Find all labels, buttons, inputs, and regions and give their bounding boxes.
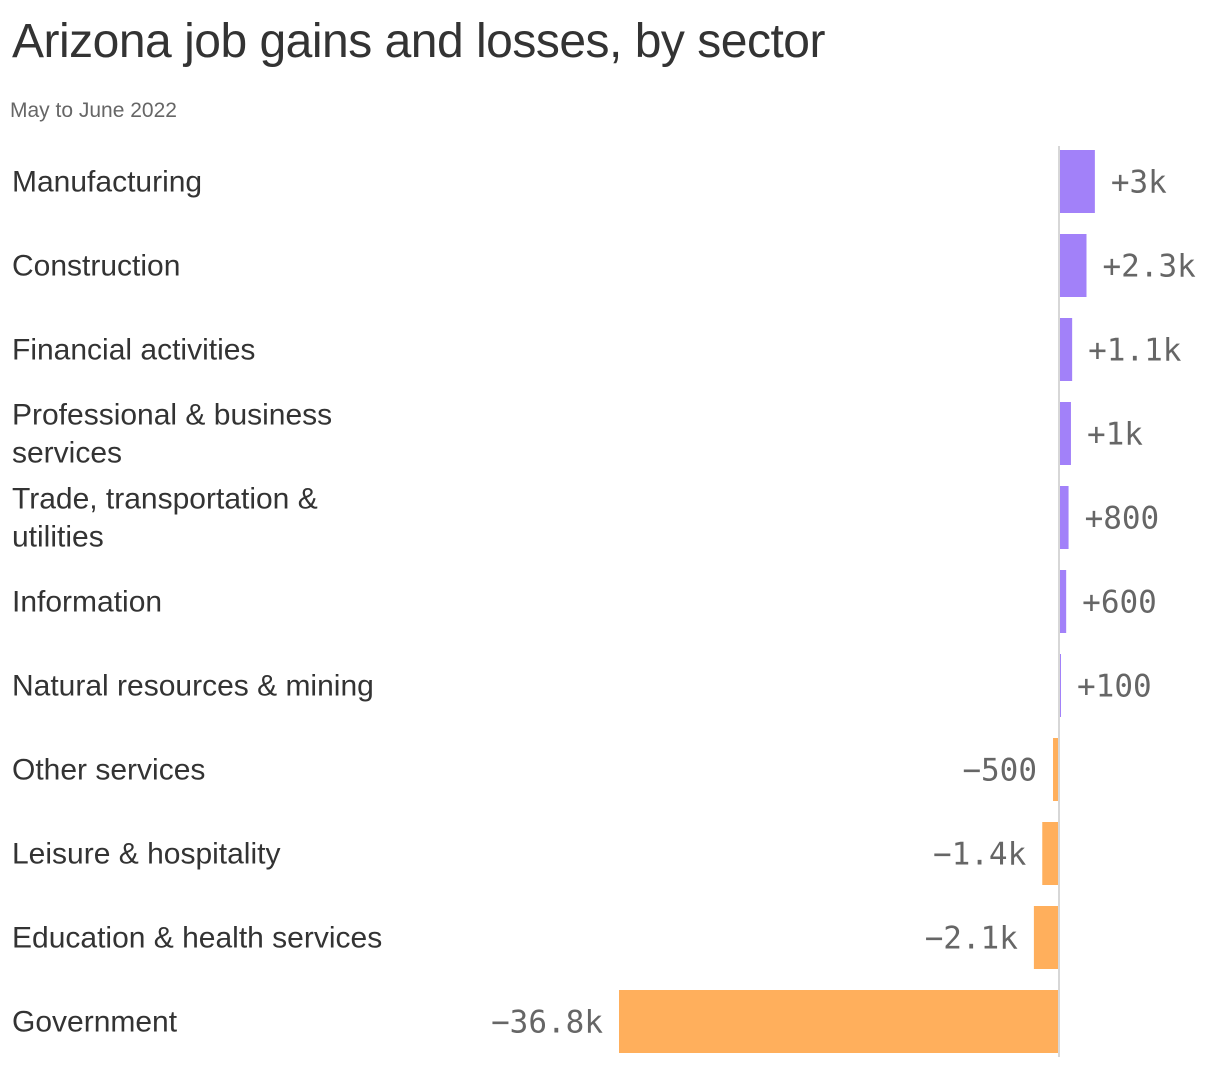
value-label: −1.4k bbox=[933, 837, 1027, 873]
category-label: Leisure & hospitality bbox=[12, 838, 280, 871]
category-label: Government bbox=[12, 1006, 178, 1039]
bar bbox=[1033, 906, 1059, 969]
bar bbox=[1059, 150, 1095, 213]
category-label: Construction bbox=[12, 250, 180, 283]
value-label: +3k bbox=[1111, 165, 1167, 201]
category-label: Financial activities bbox=[12, 334, 255, 367]
bar bbox=[1042, 822, 1059, 885]
value-label: +2.3k bbox=[1103, 249, 1197, 285]
bar bbox=[1059, 402, 1071, 465]
value-label: +800 bbox=[1085, 501, 1160, 537]
bar bbox=[1059, 318, 1073, 381]
bar bbox=[1059, 486, 1069, 549]
category-label: Trade, transportation & utilities bbox=[12, 483, 318, 554]
category-label: Professional & business services bbox=[12, 399, 332, 470]
value-label: −2.1k bbox=[925, 921, 1019, 957]
category-label: Education & health services bbox=[12, 922, 382, 955]
value-label: +1.1k bbox=[1088, 333, 1182, 369]
bar bbox=[619, 990, 1059, 1053]
value-label: +600 bbox=[1082, 585, 1157, 621]
value-label: −500 bbox=[962, 753, 1037, 789]
value-label: −36.8k bbox=[491, 1005, 603, 1041]
bar bbox=[1053, 738, 1059, 801]
value-label: +1k bbox=[1087, 417, 1143, 453]
category-label: Other services bbox=[12, 754, 205, 787]
chart-subtitle: May to June 2022 bbox=[10, 99, 177, 122]
bar bbox=[1059, 234, 1087, 297]
bar bbox=[1059, 570, 1067, 633]
category-label: Natural resources & mining bbox=[12, 670, 374, 703]
category-label: Information bbox=[12, 586, 162, 619]
chart-title: Arizona job gains and losses, by sector bbox=[12, 15, 825, 68]
category-label: Manufacturing bbox=[12, 166, 202, 199]
value-label: +100 bbox=[1077, 669, 1152, 705]
